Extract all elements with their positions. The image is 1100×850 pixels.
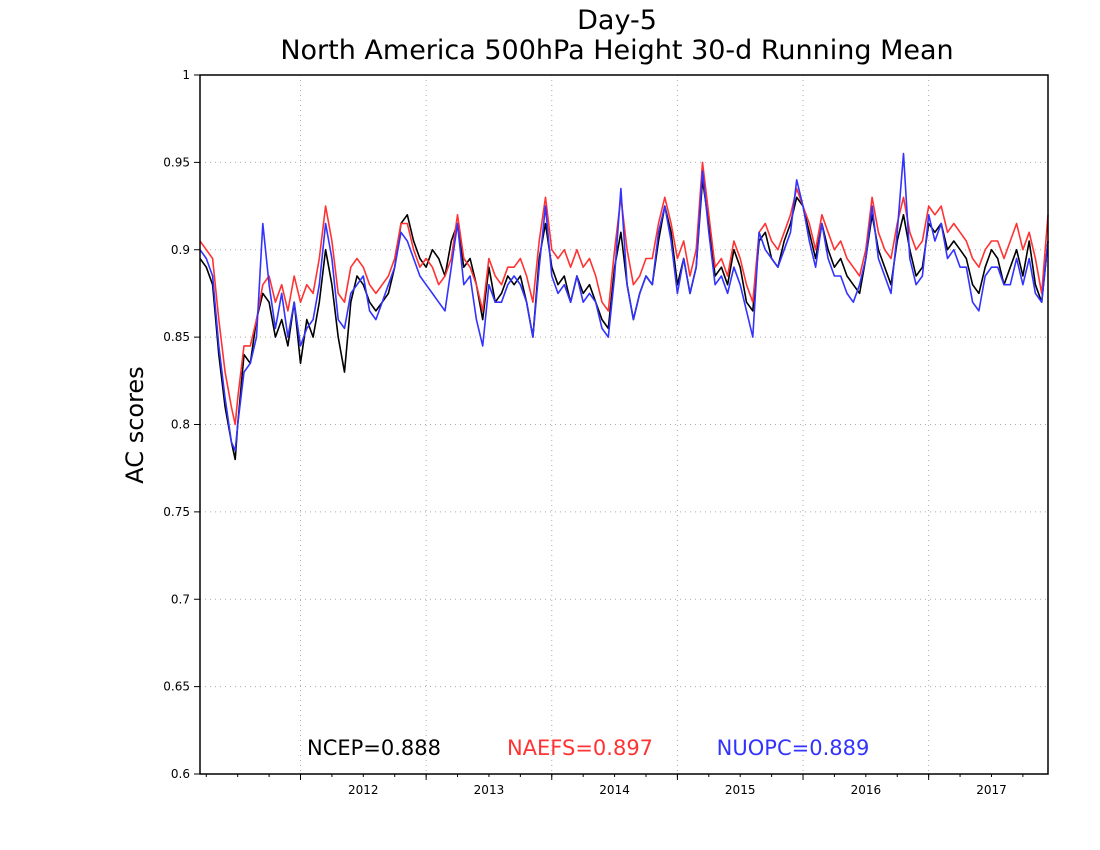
stat-label-naefs: NAEFS=0.897 [507,736,653,760]
stat-label-nuopc: NUOPC=0.889 [717,736,870,760]
y-tick-label: 0.65 [163,680,190,694]
x-tick-label: 2015 [725,783,756,797]
y-tick-label: 0.6 [171,767,190,781]
y-tick-label: 1 [182,68,190,82]
x-tick-label: 2014 [599,783,630,797]
series-stats: NCEP=0.888 NAEFS=0.897 NUOPC=0.889 [307,736,869,760]
x-tick-label: 2016 [851,783,882,797]
series-line-nuopc [199,152,1049,452]
y-tick-label: 0.9 [171,243,190,257]
y-tick-label: 0.8 [171,418,190,432]
y-tick-label: 0.7 [171,592,190,606]
y-tick-label: 0.75 [163,505,190,519]
y-tick-label: 0.85 [163,330,190,344]
series-layer [199,152,1049,461]
series-line-naefs [199,161,1049,426]
y-tick-label: 0.95 [163,155,190,169]
chart-title: Day-5 [577,5,657,36]
x-axis-ticks: 2012 2013 2014 2015 2016 2017 [205,774,1024,797]
y-axis-ticks: 0.6 0.65 0.7 0.75 0.8 0.85 0.9 0.95 1 [163,68,200,781]
stat-label-ncep: NCEP=0.888 [307,736,441,760]
series-line-ncep [199,179,1049,461]
x-tick-label: 2012 [348,783,379,797]
chart-subtitle: North America 500hPa Height 30-d Running… [280,35,953,66]
grid-layer [200,75,1048,774]
x-tick-label: 2013 [474,783,505,797]
y-axis-label: AC scores [121,366,149,483]
x-tick-label: 2017 [976,783,1007,797]
